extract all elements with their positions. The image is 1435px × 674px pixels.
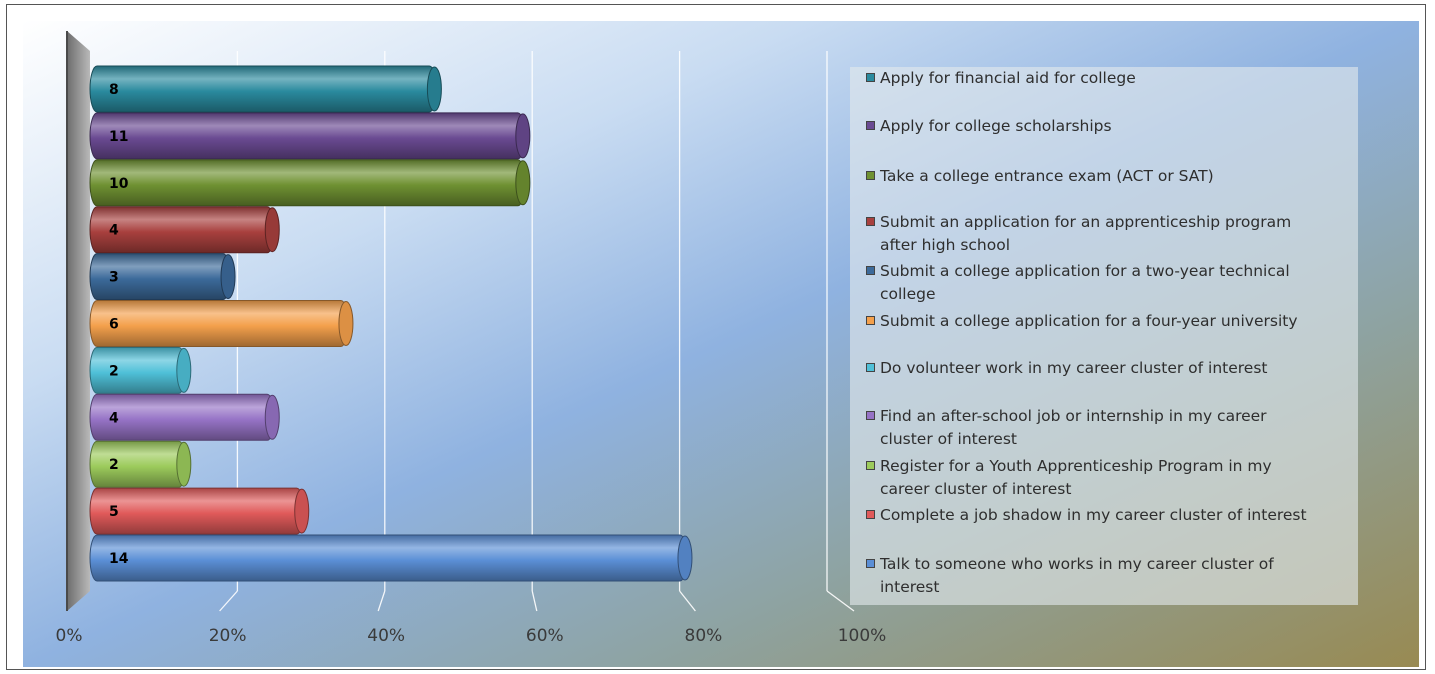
gridline-floor <box>377 590 386 612</box>
bar: 8 <box>89 65 442 113</box>
bar-cap <box>176 441 192 487</box>
legend-swatch <box>866 171 875 180</box>
bar-cap <box>515 160 531 206</box>
bar-body <box>89 534 688 582</box>
legend-item: Talk to someone who works in my career c… <box>866 553 1354 599</box>
legend-swatch <box>866 411 875 420</box>
bar-value-label: 2 <box>109 457 119 473</box>
legend-label: Complete a job shadow in my career clust… <box>880 506 1307 524</box>
legend-label: college <box>880 285 936 303</box>
legend-swatch <box>866 217 875 226</box>
bar-cap <box>426 66 442 112</box>
legend-swatch <box>866 73 875 82</box>
bar: 4 <box>89 206 280 254</box>
x-tick-label: 100% <box>838 626 887 646</box>
legend-item: Submit an application for an apprentices… <box>866 211 1354 257</box>
chart-side-wall <box>67 31 90 611</box>
legend-item: Submit a college application for a four-… <box>866 310 1354 333</box>
bar-cap <box>294 488 310 534</box>
bar-body <box>89 346 187 394</box>
legend-item: Do volunteer work in my career cluster o… <box>866 357 1354 380</box>
x-tick-label: 80% <box>685 626 723 646</box>
bar: 5 <box>89 487 310 535</box>
legend-label: interest <box>880 578 940 596</box>
x-tick-label: 20% <box>209 626 247 646</box>
x-tick-label: 40% <box>367 626 405 646</box>
bar-cap <box>515 113 531 159</box>
chart-frame: 8 11 10 4 3 6 2 4 2 5 14 0% 20% 40% 60% 80% 100% Apply … <box>6 4 1426 670</box>
bar-value-label: 8 <box>109 82 119 98</box>
bar-body <box>89 300 349 347</box>
legend-label: cluster of interest <box>880 430 1017 448</box>
legend-label: Register for a Youth Apprenticeship Prog… <box>880 457 1272 475</box>
legend-item: Register for a Youth Apprenticeship Prog… <box>866 455 1354 501</box>
bar-body <box>89 159 526 207</box>
gridline-floor <box>531 590 538 612</box>
legend-item: Submit a college application for a two-y… <box>866 260 1354 306</box>
bar-body <box>89 65 437 113</box>
x-tick-label: 60% <box>526 626 564 646</box>
bar-value-label: 4 <box>109 223 119 239</box>
bar-body <box>89 487 305 535</box>
x-tick-label: 0% <box>56 626 83 646</box>
bar: 4 <box>89 393 280 441</box>
bar-cap <box>264 394 280 440</box>
bar: 10 <box>89 159 531 207</box>
bar-cap <box>220 254 236 300</box>
legend-label: Submit a college application for a four-… <box>880 312 1298 330</box>
bar-body <box>89 112 526 160</box>
legend-item: Apply for college scholarships <box>866 115 1354 138</box>
bar-value-label: 6 <box>109 317 119 333</box>
bar-value-label: 4 <box>109 410 119 426</box>
bar-cap <box>264 207 280 253</box>
bar: 2 <box>89 440 192 488</box>
legend-label: Do volunteer work in my career cluster o… <box>880 359 1268 377</box>
bar-value-label: 14 <box>109 551 129 567</box>
legend-swatch <box>866 316 875 325</box>
gridline-floor <box>219 590 238 612</box>
legend-item: Apply for financial aid for college <box>866 67 1354 90</box>
legend-label: Apply for college scholarships <box>880 117 1112 135</box>
bar-cap <box>677 535 693 581</box>
x-axis-ticks: 0% 20% 40% 60% 80% 100% <box>56 626 887 646</box>
bar-value-label: 3 <box>109 270 119 286</box>
legend-swatch <box>866 363 875 372</box>
legend-label: Find an after-school job or internship i… <box>880 407 1267 425</box>
bar: 2 <box>89 346 192 394</box>
legend-item: Find an after-school job or internship i… <box>866 405 1354 451</box>
legend-swatch <box>866 559 875 568</box>
legend-swatch <box>866 510 875 519</box>
bar: 11 <box>89 112 531 160</box>
legend: Apply for financial aid for college Apply… <box>850 67 1358 605</box>
bar-value-label: 11 <box>109 129 128 145</box>
legend-label: after high school <box>880 236 1011 254</box>
legend-swatch <box>866 266 875 275</box>
bar: 14 <box>89 534 693 582</box>
legend-label: Take a college entrance exam (ACT or SAT… <box>880 167 1214 185</box>
bars: 8 11 10 4 3 6 2 4 2 5 14 <box>89 65 693 582</box>
bar-body <box>89 440 187 488</box>
bar-cap <box>338 301 354 346</box>
legend-item: Take a college entrance exam (ACT or SAT… <box>866 165 1354 188</box>
gridline-floor <box>826 590 855 612</box>
bar-value-label: 5 <box>109 504 119 520</box>
bar-value-label: 2 <box>109 363 119 379</box>
legend-label: Submit an application for an apprentices… <box>880 213 1292 231</box>
legend-label: Apply for financial aid for college <box>880 69 1136 87</box>
legend-label: Submit a college application for a two-y… <box>880 262 1290 280</box>
gridline-floor <box>679 590 696 612</box>
legend-label: Talk to someone who works in my career c… <box>880 555 1274 573</box>
legend-label: career cluster of interest <box>880 480 1072 498</box>
legend-swatch <box>866 121 875 130</box>
bar: 3 <box>89 253 236 301</box>
bar-value-label: 10 <box>109 176 129 192</box>
legend-swatch <box>866 461 875 470</box>
bar-cap <box>176 347 192 393</box>
legend-item: Complete a job shadow in my career clust… <box>866 504 1354 527</box>
bar: 6 <box>89 300 354 347</box>
